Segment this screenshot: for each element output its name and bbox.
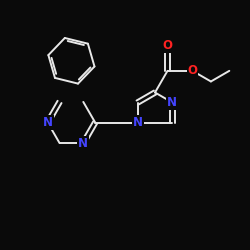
Text: O: O bbox=[162, 39, 172, 52]
Text: N: N bbox=[167, 96, 177, 109]
Text: N: N bbox=[43, 116, 53, 129]
Text: N: N bbox=[133, 116, 143, 129]
Text: O: O bbox=[188, 64, 198, 77]
Text: N: N bbox=[78, 136, 88, 149]
